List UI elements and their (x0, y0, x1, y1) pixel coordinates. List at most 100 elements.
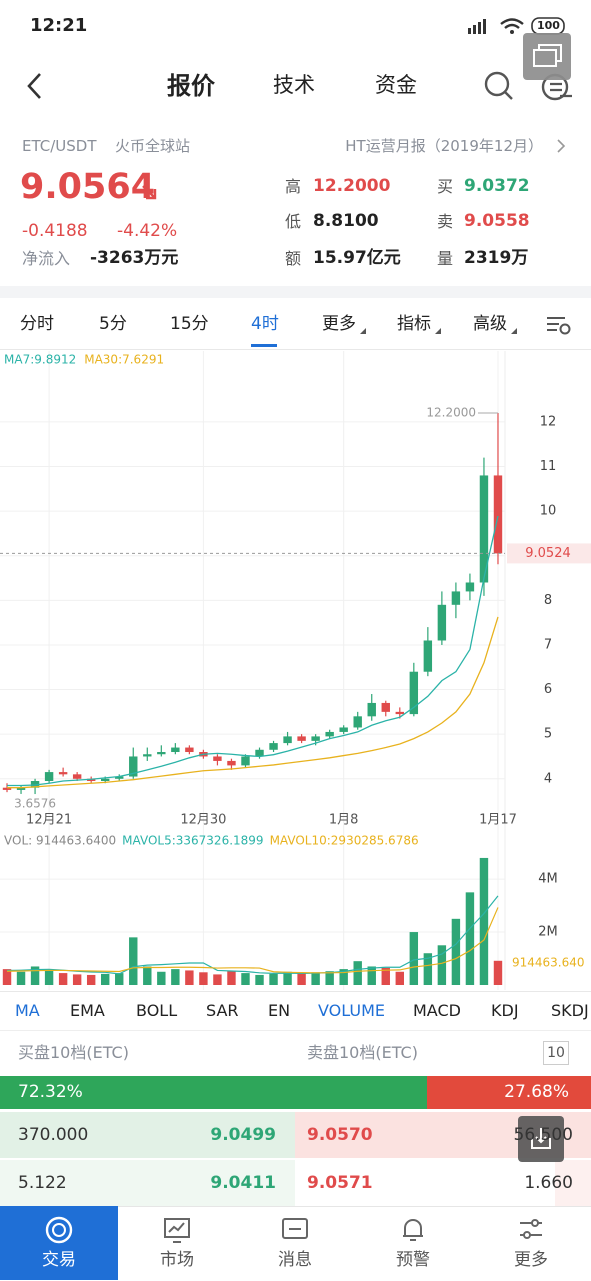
nav-item[interactable]: 更多 (514, 1250, 548, 1270)
bid-title: 买盘10档(ETC) (18, 1043, 129, 1062)
chart-settings[interactable] (545, 314, 573, 336)
indicator-tab[interactable]: KDJ (491, 1001, 519, 1020)
candle-body (479, 475, 489, 583)
change: -0.4188 (22, 221, 88, 241)
y-tick-label: 12 (540, 414, 557, 429)
min-label: 3.6576 (14, 797, 56, 811)
candle-body (213, 756, 222, 761)
candle-body (381, 702, 390, 712)
volume-bar (465, 892, 475, 985)
candle-body (437, 604, 447, 641)
nav-icon (520, 1219, 542, 1239)
float-download[interactable] (518, 1116, 564, 1162)
tab-quote[interactable]: 报价 (167, 72, 215, 100)
nav-icon (403, 1219, 423, 1241)
interval-tab[interactable]: 4时 (251, 314, 279, 334)
tab-funds[interactable]: 资金 (375, 73, 417, 97)
indicator-tab[interactable]: EMA (70, 1001, 105, 1020)
last-price-label: 9.0524 (525, 546, 571, 561)
indicator-tab[interactable]: SAR (206, 1001, 239, 1020)
mavol-line (7, 895, 499, 975)
x-tick-label: 1月17 (479, 813, 517, 828)
candle-body (101, 778, 110, 782)
candle-body (339, 727, 348, 732)
down-arrow (142, 185, 157, 200)
volume-bar (44, 970, 54, 985)
volume-bar (185, 970, 194, 985)
volume-bar (2, 969, 12, 985)
nav-item[interactable]: 市场 (160, 1250, 194, 1270)
candle-body (409, 671, 419, 715)
indicator-tab[interactable]: SKDJ (551, 1001, 589, 1020)
interval-tab[interactable]: 5分 (99, 314, 127, 334)
notice[interactable]: HT运营月报（2019年12月） (345, 137, 543, 155)
stat-label: 量 (437, 249, 454, 268)
volume-bar (451, 918, 461, 985)
bid-price: 9.0499 (210, 1125, 276, 1145)
candle-body (72, 774, 82, 779)
stat-label: 卖 (437, 212, 454, 231)
battery: 100 (537, 19, 560, 32)
max-label: 12.2000 (426, 405, 476, 419)
volume-bar (423, 953, 433, 985)
candle-body (241, 756, 250, 766)
indicator-tab[interactable]: EN (268, 1001, 291, 1020)
dropdown-mark (360, 328, 366, 334)
interval-tab[interactable]: 高级 (473, 314, 507, 334)
interval-tab[interactable]: 指标 (397, 314, 431, 334)
candle-body (255, 749, 264, 757)
candle-body (115, 776, 124, 779)
ma-line (7, 616, 499, 789)
y-tick-label: 8 (544, 593, 552, 608)
ask-price: 9.0570 (307, 1125, 373, 1145)
volume-bar (409, 932, 419, 985)
candle-body (171, 747, 180, 753)
ask-title: 卖盘10档(ETC) (307, 1043, 418, 1062)
volume-bar (101, 973, 110, 985)
interval-tab[interactable]: 15分 (170, 314, 209, 334)
nav-icon (164, 1218, 190, 1243)
nav-item[interactable]: 预警 (396, 1250, 430, 1270)
volume-bar (311, 972, 320, 985)
nav-icon (45, 1216, 73, 1244)
y-tick-label: 10 (540, 504, 557, 519)
volume-bar (325, 971, 334, 985)
volume-bar (437, 945, 447, 985)
indicator-tab[interactable]: MACD (413, 1001, 461, 1020)
volume-bar (283, 971, 292, 985)
bid-depth-bg (0, 1160, 295, 1206)
float-window-button[interactable] (523, 33, 571, 80)
stat-value: 12.2000 (313, 176, 391, 196)
pair: ETC/USDT (22, 137, 97, 155)
candle-body (129, 756, 138, 777)
legend-item: MA7:9.8912 (4, 353, 76, 367)
inflow: -3263万元 (90, 248, 179, 268)
nav-item[interactable]: 消息 (278, 1250, 312, 1270)
y-tick-label: 4 (544, 771, 552, 786)
candle-body (395, 711, 404, 715)
indicator-tab[interactable]: VOLUME (318, 1001, 385, 1020)
depth-select[interactable]: 10 (543, 1041, 569, 1065)
ask-ratio: 27.68% (504, 1082, 569, 1102)
ask-price: 9.0571 (307, 1173, 373, 1193)
interval-tab[interactable]: 更多 (322, 314, 356, 334)
divider (0, 286, 591, 298)
search-button[interactable] (483, 70, 515, 102)
bid-ratio-bar (0, 1076, 427, 1109)
indicator-tab[interactable]: BOLL (136, 1001, 178, 1020)
candle-body (44, 772, 54, 782)
legend-item: MAVOL10:2930285.6786 (270, 834, 419, 848)
notice-arrow (557, 139, 566, 153)
interval-tab[interactable]: 分时 (20, 314, 54, 334)
candle-body (30, 781, 40, 788)
bid-amount: 5.122 (18, 1173, 67, 1193)
last-price-bg (507, 543, 591, 564)
stat-value: 15.97亿元 (313, 248, 401, 268)
tab-tech[interactable]: 技术 (273, 73, 315, 97)
y-tick-label: 7 (544, 637, 552, 652)
candle-body (143, 754, 152, 757)
indicator-tab[interactable]: MA (15, 1001, 40, 1020)
back-button[interactable] (24, 72, 48, 100)
candle-body (157, 752, 166, 755)
nav-item[interactable]: 交易 (42, 1250, 76, 1270)
